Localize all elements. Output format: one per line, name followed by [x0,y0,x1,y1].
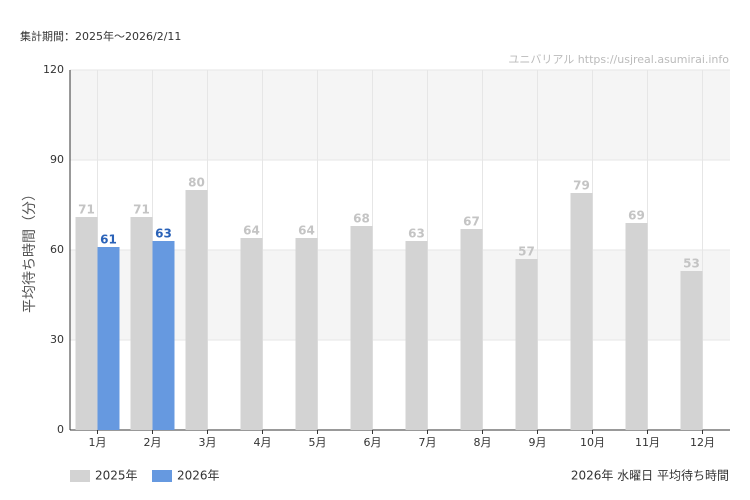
value-label: 67 [463,215,480,229]
value-label: 64 [298,224,315,238]
y-axis-label: 平均待ち時間（分） [22,187,38,313]
bar [570,193,593,430]
bar [185,190,208,430]
value-label: 57 [518,245,535,259]
y-tick-label: 0 [57,423,64,436]
x-tick-label: 8月 [474,436,492,449]
x-tick-label: 5月 [309,436,327,449]
legend-label: 2025年 [95,469,138,483]
y-tick-label: 90 [50,153,64,166]
value-label: 68 [353,212,370,226]
bar [97,247,120,430]
x-tick-label: 3月 [199,436,217,449]
value-label: 80 [188,176,205,190]
legend-label: 2026年 [177,469,220,483]
value-label: 53 [683,257,700,271]
bar [625,223,648,430]
x-tick-label: 12月 [690,436,715,449]
value-label: 71 [78,203,95,217]
value-label: 64 [243,224,260,238]
bar [350,226,373,430]
x-tick-label: 2月 [144,436,162,449]
grid-band [70,250,730,340]
value-label: 69 [628,209,645,223]
x-tick-label: 9月 [529,436,547,449]
caption: 2026年 水曜日 平均待ち時間 [571,469,729,483]
period-text: 集計期間：2025年～2026/2/11 [20,29,181,43]
bar [130,217,153,430]
bar [295,238,318,430]
watermark: ユニバリアル https://usjreal.asumirai.info [508,53,729,66]
x-tick-label: 1月 [89,436,107,449]
legend-swatch [152,470,172,482]
y-tick-label: 30 [50,333,64,346]
value-label: 63 [155,227,172,241]
legend-swatch [70,470,90,482]
bar [680,271,703,430]
bar [240,238,263,430]
value-label: 63 [408,227,425,241]
value-label: 79 [573,179,590,193]
bar [515,259,538,430]
grid-band [70,70,730,160]
x-tick-label: 4月 [254,436,272,449]
x-tick-label: 10月 [580,436,605,449]
x-tick-label: 7月 [419,436,437,449]
bar [460,229,483,430]
bar [75,217,98,430]
bar [152,241,175,430]
x-tick-label: 6月 [364,436,382,449]
value-label: 61 [100,233,117,247]
x-tick-label: 11月 [635,436,660,449]
y-tick-label: 60 [50,243,64,256]
bar [405,241,428,430]
value-label: 71 [133,203,150,217]
y-tick-label: 120 [43,63,64,76]
